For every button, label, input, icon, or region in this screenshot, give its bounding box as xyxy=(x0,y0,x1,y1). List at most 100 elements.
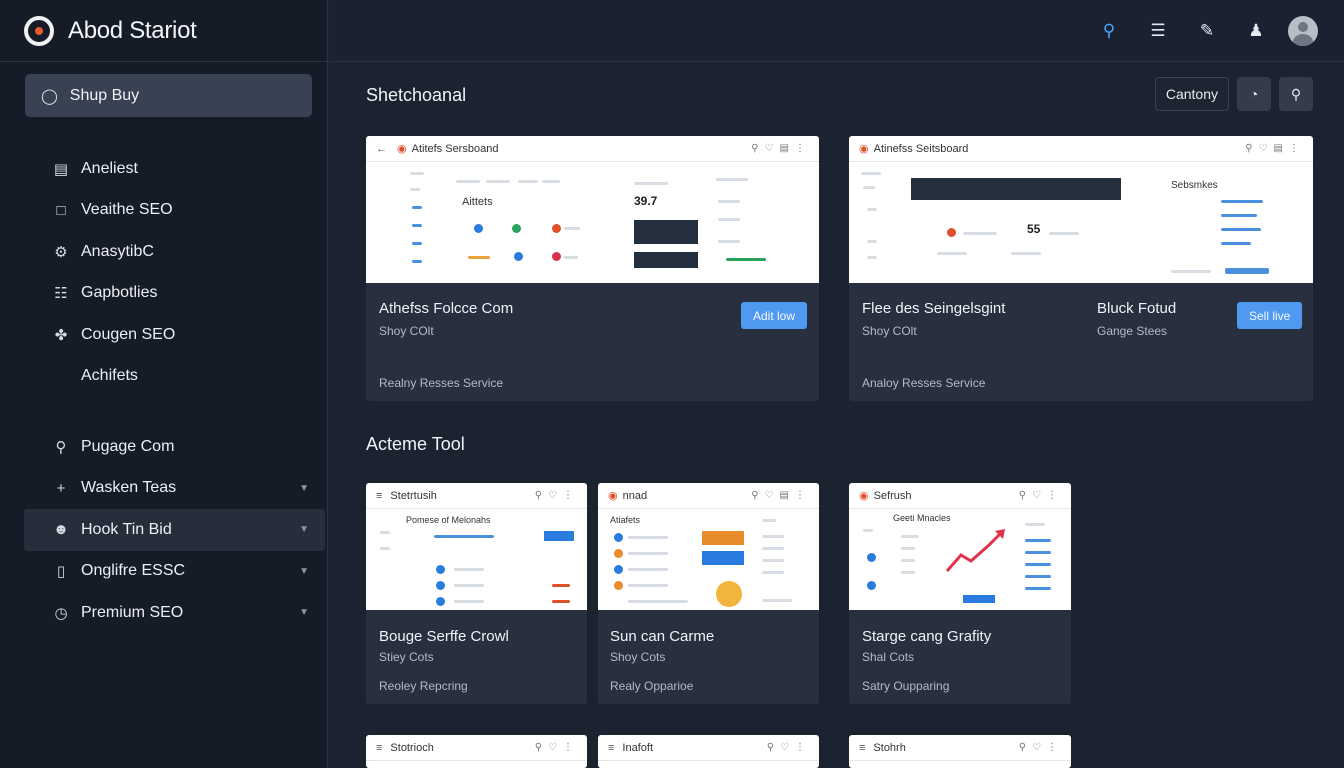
section-title-dashboard: Shetchoanal xyxy=(366,85,467,105)
card-title: Sun can Carme xyxy=(610,628,715,645)
file-icon: □ xyxy=(56,201,66,219)
tool-card[interactable]: ≡ Stohrh ⚲♡⋮ xyxy=(849,735,1071,768)
card-thumbnail: ≡ Inafoft ⚲♡⋮ xyxy=(598,735,819,768)
sidebar-item-label: Veaithe SEO xyxy=(81,201,173,219)
card-footer: Realy Opparioe xyxy=(610,679,694,693)
toolbar-icons: ⚲♡▤⋮ xyxy=(1245,143,1305,154)
sidebar-item-label: Achifets xyxy=(81,367,138,385)
add-low-button[interactable]: Adit low xyxy=(741,302,808,329)
sidebar-item-anasytibc[interactable]: ⚙ AnasytibC xyxy=(0,231,328,273)
card-thumbnail: ◉ Atinefss Seitsboard ⚲♡▤⋮ 55 Sebsmkes xyxy=(849,136,1313,283)
thumbnail-title: Sefrush xyxy=(873,489,912,502)
thumbnail-header: ◉ Atinefss Seitsboard ⚲♡▤⋮ xyxy=(849,136,1313,162)
thumbnail-header: ≡ Inafoft ⚲♡⋮ xyxy=(598,735,819,761)
featured-card[interactable]: ◉ Atinefss Seitsboard ⚲♡▤⋮ 55 Sebsmkes F… xyxy=(849,136,1313,401)
sidebar-item-wasken-teas[interactable]: + Wasken Teas ▼ xyxy=(24,468,325,510)
brand-logo-icon xyxy=(24,15,54,46)
sidebar-item-label: Cougen SEO xyxy=(81,325,176,343)
brand[interactable]: Abod Stariot xyxy=(0,0,327,62)
list-icon[interactable]: ☰ xyxy=(1150,21,1166,40)
thumbnail-title: Atitefs Sersboand xyxy=(411,142,499,155)
app-logo-icon: ◉ xyxy=(859,490,869,502)
share-icon: ✤ xyxy=(54,326,68,344)
sidebar-nav: ▤ Aneliest □ Veaithe SEO ⚙ AnasytibC ☷ G… xyxy=(0,148,328,397)
menu-icon: ≡ xyxy=(376,489,383,502)
back-arrow-icon: ← xyxy=(376,142,387,155)
toolbar-icons: ⚲♡▤⋮ xyxy=(751,143,811,154)
header-actions: Cantony ◔ ⚲ xyxy=(1147,77,1313,111)
card-thumbnail: ◉ nnad ⚲♡▤⋮ Atiafets xyxy=(598,483,819,610)
card-title-secondary: Bluck Fotud xyxy=(1097,300,1177,317)
sidebar-item-onglifre-essc[interactable]: ▯ Onglifre ESSC ▼ xyxy=(24,551,325,593)
chevron-down-icon[interactable]: ▼ xyxy=(299,565,309,577)
sidebar-item-aneliest[interactable]: ▤ Aneliest xyxy=(0,148,328,190)
thumbnail-header: ◉ Sefrush ⚲♡⋮ xyxy=(849,483,1071,509)
chevron-down-icon[interactable]: ▼ xyxy=(299,482,309,494)
menu-icon: ≡ xyxy=(608,741,615,754)
thumbnail-header: ≡ Stotrioch ⚲♡⋮ xyxy=(366,735,587,761)
user-icon: ☻ xyxy=(53,521,69,539)
chevron-down-icon[interactable]: ▼ xyxy=(299,524,309,536)
tool-card[interactable]: ◉ Sefrush ⚲♡⋮ Geeti Mnacles Starge cang … xyxy=(849,483,1071,704)
sidebar-item-cougen-seo[interactable]: ✤ Cougen SEO xyxy=(0,314,328,356)
brand-name: Abod Stariot xyxy=(68,16,197,44)
card-thumbnail: ← ◉ Atitefs Sersboand ⚲♡▤⋮ Aittets 39.7 xyxy=(366,136,819,283)
toolbar-icons: ⚲♡▤⋮ xyxy=(751,490,811,501)
sidebar-item-label: Hook Tin Bid xyxy=(81,520,172,538)
toolbar-icons: ⚲♡⋮ xyxy=(1018,490,1063,501)
company-button[interactable]: Cantony xyxy=(1154,77,1229,111)
metric-value: 39.7 xyxy=(634,194,658,208)
sidebar-item-veaithe-seo[interactable]: □ Veaithe SEO xyxy=(0,190,328,232)
thumbnail-heading: Pomese of Melonahs xyxy=(406,515,491,525)
chart-icon[interactable]: ◔ xyxy=(1237,77,1271,111)
card-thumbnail: ◉ Sefrush ⚲♡⋮ Geeti Mnacles xyxy=(849,483,1071,610)
search-icon[interactable]: ⚲ xyxy=(1102,21,1116,40)
shop-buy-label: Shup Buy xyxy=(69,86,140,104)
sidebar: Abod Stariot ◯ Shup Buy ▤ Aneliest □ Vea… xyxy=(0,0,328,768)
search-icon[interactable]: ⚲ xyxy=(1279,77,1313,111)
chevron-down-icon[interactable]: ▼ xyxy=(299,607,309,619)
sidebar-nav-secondary: ⚲ Pugage Com + Wasken Teas ▼ ☻ Hook Tin … xyxy=(0,426,328,634)
thumbnail-title: Stohrh xyxy=(873,741,906,754)
card-footer: Reoley Repcring xyxy=(379,679,468,693)
shop-buy-button[interactable]: ◯ Shup Buy xyxy=(25,74,312,117)
card-title: Bouge Serffe Crowl xyxy=(379,628,509,645)
thumbnail-title: Inafoft xyxy=(622,741,653,754)
chat-icon: ◯ xyxy=(41,87,58,105)
sidebar-item-gapbotlies[interactable]: ☷ Gapbotlies xyxy=(0,273,328,315)
avatar[interactable] xyxy=(1288,16,1318,46)
card-thumbnail: ≡ Stotrioch ⚲♡⋮ xyxy=(366,735,587,768)
database-icon: ☷ xyxy=(54,285,68,303)
tool-card[interactable]: ≡ Stotrioch ⚲♡⋮ xyxy=(366,735,587,768)
card-subtitle: Shoy COlt xyxy=(862,324,917,338)
user-icon[interactable]: ♟ xyxy=(1248,21,1264,40)
card-subtitle: Stiey Cots xyxy=(379,650,434,664)
topbar-icons: ⚲ ☰ ✎ ♟ xyxy=(1077,14,1318,48)
metric-value: 55 xyxy=(1027,222,1041,236)
edit-icon[interactable]: ✎ xyxy=(1199,21,1215,40)
tool-card[interactable]: ≡ Inafoft ⚲♡⋮ xyxy=(598,735,819,768)
featured-card[interactable]: ← ◉ Atitefs Sersboand ⚲♡▤⋮ Aittets 39.7 xyxy=(366,136,819,401)
thumbnail-heading: Geeti Mnacles xyxy=(893,513,951,523)
card-footer: Realny Resses Service xyxy=(379,376,504,390)
menu-icon: ≡ xyxy=(859,741,866,754)
sidebar-item-label: Gapbotlies xyxy=(81,284,158,302)
sidebar-item-pugage-com[interactable]: ⚲ Pugage Com xyxy=(24,426,325,468)
sidebar-item-label: Onglifre ESSC xyxy=(81,562,186,580)
thumbnail-header: ≡ Stohrh ⚲♡⋮ xyxy=(849,735,1071,761)
tool-card[interactable]: ◉ nnad ⚲♡▤⋮ Atiafets Sun can Carme Shoy … xyxy=(598,483,819,704)
card-subtitle: Shoy Cots xyxy=(610,650,666,664)
section-title-tools: Acteme Tool xyxy=(366,434,465,454)
tool-card[interactable]: ≡ Stetrtusih ⚲♡⋮ Pomese of Melonahs Boug… xyxy=(366,483,587,704)
sidebar-item-achifets[interactable]: Achifets xyxy=(0,356,328,398)
sidebar-item-hook-tin-bid[interactable]: ☻ Hook Tin Bid ▼ xyxy=(24,509,325,551)
thumbnail-title: Atinefss Seitsboard xyxy=(873,142,969,155)
thumbnail-label: Aittets xyxy=(462,196,493,208)
sell-live-button[interactable]: Sell live xyxy=(1237,302,1303,329)
thumbnail-title: Stotrioch xyxy=(390,741,434,754)
card-subtitle: Shoy COlt xyxy=(379,324,434,338)
card-thumbnail: ≡ Stohrh ⚲♡⋮ xyxy=(849,735,1071,768)
search-icon: ⚲ xyxy=(55,438,67,456)
sidebar-item-premium-seo[interactable]: ◷ Premium SEO ▼ xyxy=(24,592,325,634)
sidebar-item-label: Wasken Teas xyxy=(81,479,177,497)
